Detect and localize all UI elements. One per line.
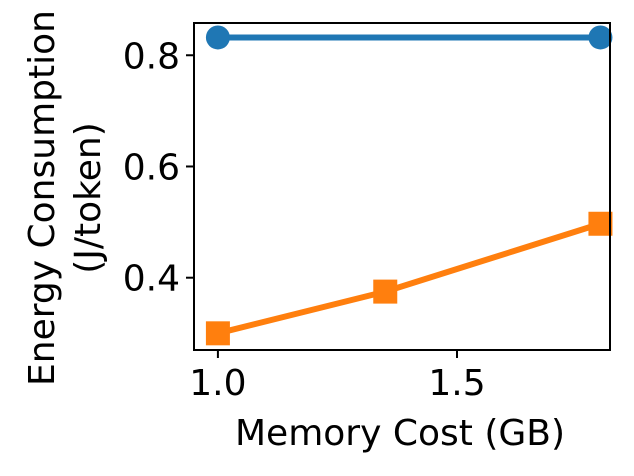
y-tick-label: 0.6 [123,147,180,188]
x-tick-label: 1.5 [428,363,485,404]
y-axis-label-line2: (J/token) [68,122,109,274]
plot-frame [193,22,611,351]
y-axis-label-line1: Energy Consumption [22,10,63,386]
series-1-point [588,211,613,236]
y-axis-label-group-2: (J/token) [68,122,109,274]
tick-layer: 1.0 1.5 0.4 0.6 0.8 [123,36,486,404]
series-layer [205,25,613,346]
series-1-line [217,220,602,337]
y-tick-label: 0.8 [123,36,180,77]
series-1-point [373,279,398,304]
series-1-point [205,321,230,346]
series-0-point [205,25,230,50]
x-tick-label: 1.0 [189,363,246,404]
series-0-point [588,25,613,50]
x-axis-label: Memory Cost (GB) [235,413,565,454]
y-axis-label-group: Energy Consumption [22,10,63,386]
y-tick-label: 0.4 [123,259,180,300]
